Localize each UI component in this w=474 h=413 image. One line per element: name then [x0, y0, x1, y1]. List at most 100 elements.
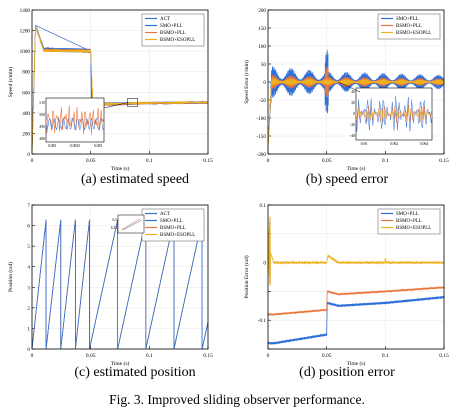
series-line [267, 78, 445, 149]
x-tick-label: 0 [31, 353, 34, 359]
y-tick-label: 800 [22, 70, 30, 76]
series-line [267, 49, 445, 149]
y-tick-label: 4 [27, 265, 30, 271]
inset-x-tick-label: 0.083 [94, 144, 103, 148]
zoom-arrow [103, 102, 128, 109]
subcaption-a: (a) estimated speed [80, 172, 190, 187]
y-tick-label: 1000 [20, 49, 31, 55]
x-tick-label: 0.15 [439, 158, 449, 164]
y-tick-label: 200 [258, 8, 266, 14]
legend-label: SMO+PLL [396, 17, 419, 22]
x-tick-label: 0.05 [86, 353, 96, 359]
y-tick-label: 0 [27, 347, 30, 353]
inset-x-tick-label: 0.062 [390, 142, 399, 146]
plot-frame [31, 204, 209, 350]
inset-y-tick-label: 40 [351, 90, 355, 94]
inset-series-line [122, 219, 143, 231]
x-axis-label: Time (s) [347, 165, 366, 172]
subcaption-b: (b) speed error [305, 172, 389, 187]
series-line [267, 285, 445, 317]
legend-box [141, 208, 205, 242]
inset-series-line [355, 110, 433, 118]
inset-x-tick-label: 0.06 [361, 142, 368, 146]
inset-y-tick-label: 500 [39, 113, 45, 117]
legend-label: BSMO+ESOPLL [160, 233, 195, 238]
y-tick-label: -150 [256, 134, 266, 140]
x-tick-label: 0 [267, 353, 270, 359]
inset-y-tick-label: 490 [39, 125, 45, 129]
y-tick-label: 2 [27, 306, 30, 312]
plot-frame [267, 204, 445, 350]
legend-label: SMO+PLL [396, 212, 419, 217]
figure-caption: Fig. 3. Improved sliding observer perfor… [109, 392, 365, 407]
x-axis-label: Time (s) [111, 360, 130, 367]
x-tick-label: 0.05 [322, 353, 332, 359]
chart-panel-speed-error: 0 0.05 0.1 0.15-200-150-100-50050100150200T… [243, 8, 449, 172]
y-tick-label: 6 [27, 224, 30, 230]
legend-label: BSMO+ESOPLL [396, 226, 431, 231]
series-line [267, 295, 445, 345]
y-tick-label: 5 [27, 244, 30, 250]
y-axis-label: Speed Error (r/min) [243, 60, 250, 104]
y-tick-label: 1 [27, 326, 30, 332]
y-axis-label: Speed (r/min) [7, 67, 14, 98]
chart-panel-position-error: 0 0.05 0.1 0.15 -0.1 0 0.1 Time (s) Position Err… [243, 203, 449, 367]
zoom-arrow [338, 81, 361, 93]
x-tick-label: 0.1 [146, 158, 153, 164]
y-tick-label: 1400 [20, 8, 31, 14]
x-tick-label: 0.05 [322, 158, 332, 164]
legend-label: BSMO+PLL [160, 226, 186, 231]
inset-x-tick-label: 0.082 [48, 144, 57, 148]
series-line [31, 26, 209, 155]
y-tick-label: 3 [27, 285, 30, 291]
x-tick-label: 0.05 [86, 158, 96, 164]
legend-label: ACT [160, 212, 170, 217]
x-axis-label: Time (s) [111, 165, 130, 172]
legend-label: BSMO+PLL [160, 31, 186, 36]
legend-label: BSMO+PLL [396, 219, 422, 224]
y-tick-label: 150 [258, 26, 266, 32]
y-tick-label: 7 [27, 203, 30, 209]
y-tick-label: 600 [22, 90, 30, 96]
inset-y-tick-label: 510 [39, 101, 45, 105]
y-tick-label: -100 [256, 116, 266, 122]
inset-y-tick-label: -20 [350, 123, 355, 127]
x-tick-label: 0.15 [203, 158, 213, 164]
inset-series-line [45, 105, 105, 135]
inset-series-line [45, 117, 105, 131]
x-tick-label: 0 [31, 158, 34, 164]
y-axis-label: Position Error (rad) [243, 255, 250, 298]
x-tick-label: 0.15 [439, 353, 449, 359]
plot-frame [267, 9, 445, 155]
legend-label: SMO+PLL [160, 24, 183, 29]
x-tick-label: 0.1 [382, 158, 389, 164]
y-tick-label: 0 [263, 261, 266, 267]
y-tick-label: -200 [256, 152, 266, 158]
y-tick-label: 0 [263, 80, 266, 86]
y-tick-label: -50 [259, 98, 266, 104]
subcaption-c: (c) estimated position [74, 365, 196, 380]
y-tick-label: 0 [27, 152, 30, 158]
inset-y-tick-label: 0 [353, 112, 355, 116]
inset-y-tick-label: 6.3 [113, 218, 118, 222]
chart-panel-estimated-position: 0 0.05 0.1 0.15 0 1 2 3 4 5 6 7 Time (s) Position (ra… [7, 203, 213, 367]
inset-y-tick-label: 480 [39, 137, 45, 141]
plot-frame [31, 9, 209, 155]
legend-label: BSMO+ESOPLL [396, 31, 431, 36]
inset-series-line [355, 96, 433, 132]
series-line [31, 219, 209, 350]
y-tick-label: 100 [258, 44, 266, 50]
legend-label: BSMO+ESOPLL [160, 38, 195, 43]
inset-x-tick-label: 0.0825 [70, 144, 81, 148]
inset-y-tick-label: 20 [351, 101, 355, 105]
y-tick-label: 1200 [20, 29, 31, 35]
x-tick-label: 0.1 [382, 353, 389, 359]
x-tick-label: 0 [267, 158, 270, 164]
legend-label: SMO+PLL [160, 219, 183, 224]
y-axis-label: Position (rad) [7, 262, 14, 292]
zoom-region-box [127, 98, 138, 107]
x-axis-label: Time (s) [347, 360, 366, 367]
legend-label: ACT [160, 17, 170, 22]
series-line [267, 216, 445, 286]
